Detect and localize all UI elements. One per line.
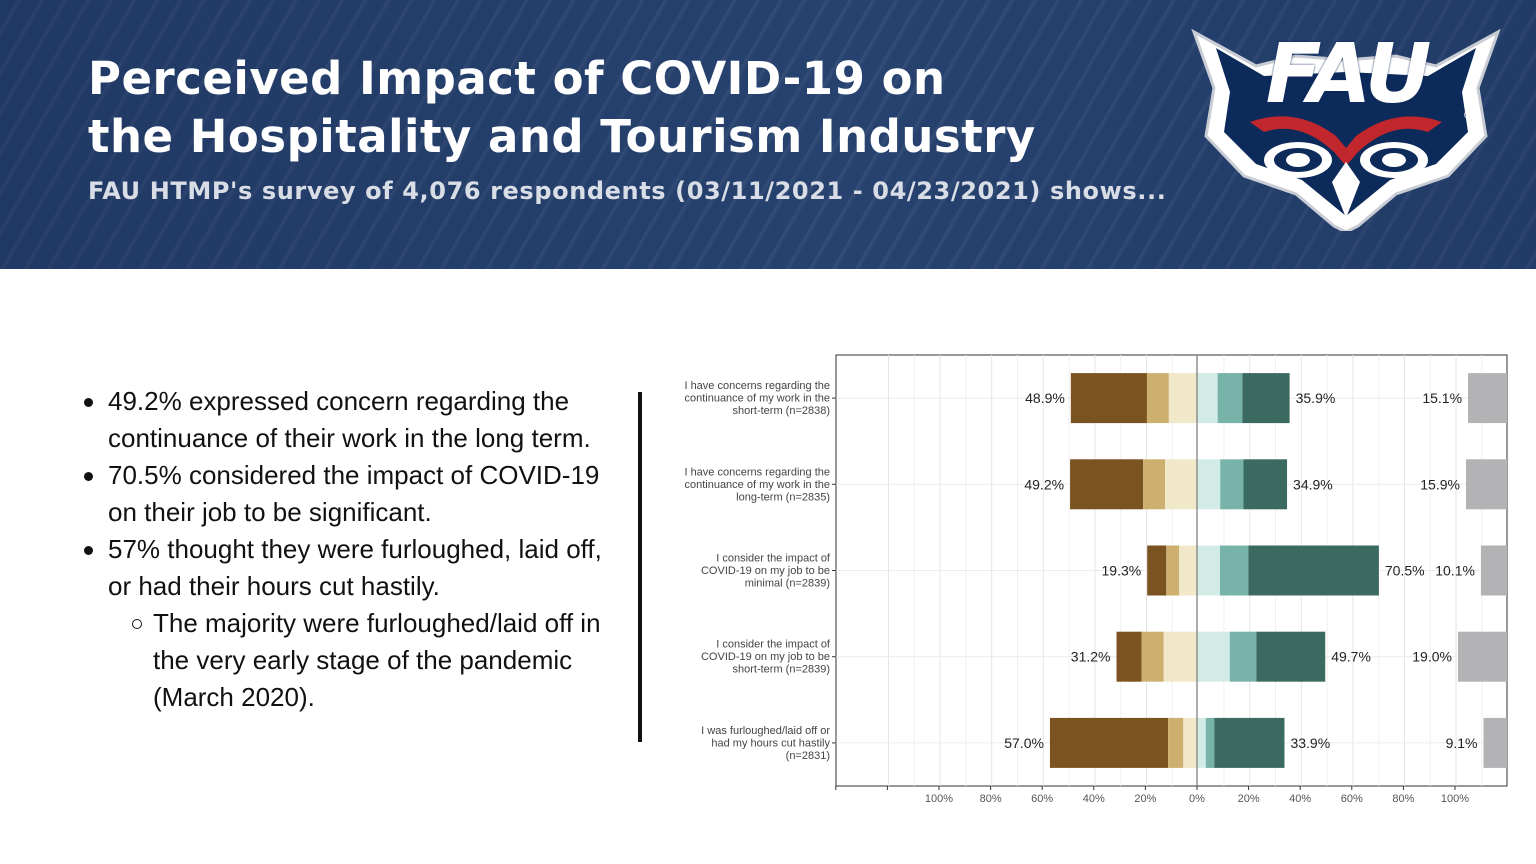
bar-agree-1 — [1197, 459, 1221, 510]
bar-disagree-3 — [1163, 631, 1197, 682]
x-tick-label: 100% — [925, 793, 953, 805]
bar-disagree-2 — [1143, 459, 1166, 510]
title-line-2: the Hospitality and Tourism Industry — [88, 110, 1036, 163]
finding-subitem-1: The majority were furloughed/laid off in… — [80, 605, 620, 716]
x-tick-label: 80% — [980, 793, 1002, 805]
label-agree: 35.9% — [1296, 390, 1336, 406]
category-label-line: continuance of my work in the — [684, 393, 830, 405]
category-label-line: continuance of my work in the — [684, 479, 830, 491]
category-label-line: short-term (n=2839) — [732, 664, 830, 676]
bar-disagree-1 — [1049, 717, 1169, 768]
bar-disagree-3 — [1168, 373, 1197, 424]
bar-disagree-2 — [1146, 373, 1169, 424]
x-tick-label: 40% — [1289, 793, 1311, 805]
x-tick-label: 0% — [1189, 793, 1205, 805]
findings-list: 49.2% expressed concern regarding the co… — [80, 383, 620, 716]
category-label-line: had my hours cut hastily — [711, 737, 830, 749]
finding-item-2: 70.5% considered the impact of COVID-19 … — [80, 457, 620, 531]
label-agree: 49.7% — [1331, 649, 1371, 665]
x-tick-label: 20% — [1134, 793, 1156, 805]
bar-neutral — [1483, 717, 1507, 768]
bar-agree-2 — [1229, 631, 1257, 682]
x-tick-label: 100% — [1441, 793, 1469, 805]
bar-agree-2 — [1219, 545, 1249, 596]
bar-disagree-3 — [1179, 545, 1197, 596]
label-neutral: 15.1% — [1422, 390, 1462, 406]
bar-agree-3 — [1256, 631, 1326, 682]
logo-wordmark: FAU — [1265, 27, 1432, 122]
category-label-line: I was furloughed/laid off or — [701, 725, 830, 737]
label-neutral: 10.1% — [1435, 563, 1475, 579]
bar-agree-3 — [1248, 545, 1379, 596]
bar-neutral — [1468, 373, 1507, 424]
bar-disagree-1 — [1147, 545, 1167, 596]
label-agree: 33.9% — [1290, 735, 1330, 751]
label-disagree: 48.9% — [1025, 390, 1065, 406]
vertical-divider — [638, 392, 642, 742]
bar-agree-1 — [1197, 373, 1218, 424]
x-tick-label: 20% — [1238, 793, 1260, 805]
label-disagree: 19.3% — [1102, 563, 1142, 579]
label-disagree: 31.2% — [1071, 649, 1111, 665]
finding-item-3: 57% thought they were furloughed, laid o… — [80, 531, 620, 605]
bar-disagree-2 — [1141, 631, 1164, 682]
bar-agree-3 — [1214, 717, 1285, 768]
bar-disagree-2 — [1166, 545, 1180, 596]
bar-agree-1 — [1197, 545, 1220, 596]
bar-neutral — [1465, 459, 1507, 510]
bar-disagree-1 — [1070, 459, 1144, 510]
page-subtitle: FAU HTMP's survey of 4,076 respondents (… — [88, 177, 1167, 205]
category-label-line: long-term (n=2835) — [736, 491, 830, 503]
title-line-1: Perceived Impact of COVID-19 on — [88, 52, 946, 105]
finding-item-1: 49.2% expressed concern regarding the co… — [80, 383, 620, 457]
label-neutral: 15.9% — [1420, 476, 1460, 492]
category-label-line: (n=2831) — [786, 750, 830, 762]
logo-registered-mark: ® — [1464, 108, 1473, 122]
label-neutral: 9.1% — [1446, 735, 1478, 751]
bar-agree-3 — [1242, 373, 1290, 424]
bar-agree-3 — [1243, 459, 1288, 510]
bar-disagree-3 — [1183, 717, 1197, 768]
category-label-line: short-term (n=2838) — [732, 405, 830, 417]
bar-disagree-1 — [1070, 373, 1147, 424]
label-disagree: 49.2% — [1024, 476, 1064, 492]
bar-neutral — [1457, 631, 1507, 682]
bar-disagree-3 — [1165, 459, 1197, 510]
label-agree: 70.5% — [1385, 563, 1425, 579]
bar-neutral — [1480, 545, 1507, 596]
bar-agree-2 — [1205, 717, 1215, 768]
bar-agree-2 — [1220, 459, 1244, 510]
x-tick-label: 80% — [1392, 793, 1414, 805]
page-title: Perceived Impact of COVID-19 on the Hosp… — [88, 50, 1036, 166]
label-disagree: 57.0% — [1004, 735, 1044, 751]
bar-agree-1 — [1197, 717, 1206, 768]
bar-disagree-1 — [1116, 631, 1142, 682]
category-label-line: I have concerns regarding the — [684, 466, 830, 478]
category-label-line: COVID-19 on my job to be — [701, 651, 830, 663]
bar-agree-1 — [1197, 631, 1230, 682]
category-label-line: COVID-19 on my job to be — [701, 565, 830, 577]
label-neutral: 19.0% — [1412, 649, 1452, 665]
category-label-line: I have concerns regarding the — [684, 380, 830, 392]
category-label-line: minimal (n=2839) — [745, 578, 830, 590]
bar-agree-2 — [1217, 373, 1243, 424]
x-tick-label: 60% — [1341, 793, 1363, 805]
fau-owl-logo — [1191, 28, 1501, 231]
x-tick-label: 40% — [1083, 793, 1105, 805]
label-agree: 34.9% — [1293, 476, 1333, 492]
x-tick-label: 60% — [1031, 793, 1053, 805]
category-label-line: I consider the impact of — [716, 553, 831, 565]
bar-disagree-2 — [1168, 717, 1184, 768]
category-label-line: I consider the impact of — [716, 639, 831, 651]
likert-chart: 100% 80% 60% 40% 20% 0% 20% 40% 60% 80% 100% 48.9% 3… — [684, 354, 1508, 805]
